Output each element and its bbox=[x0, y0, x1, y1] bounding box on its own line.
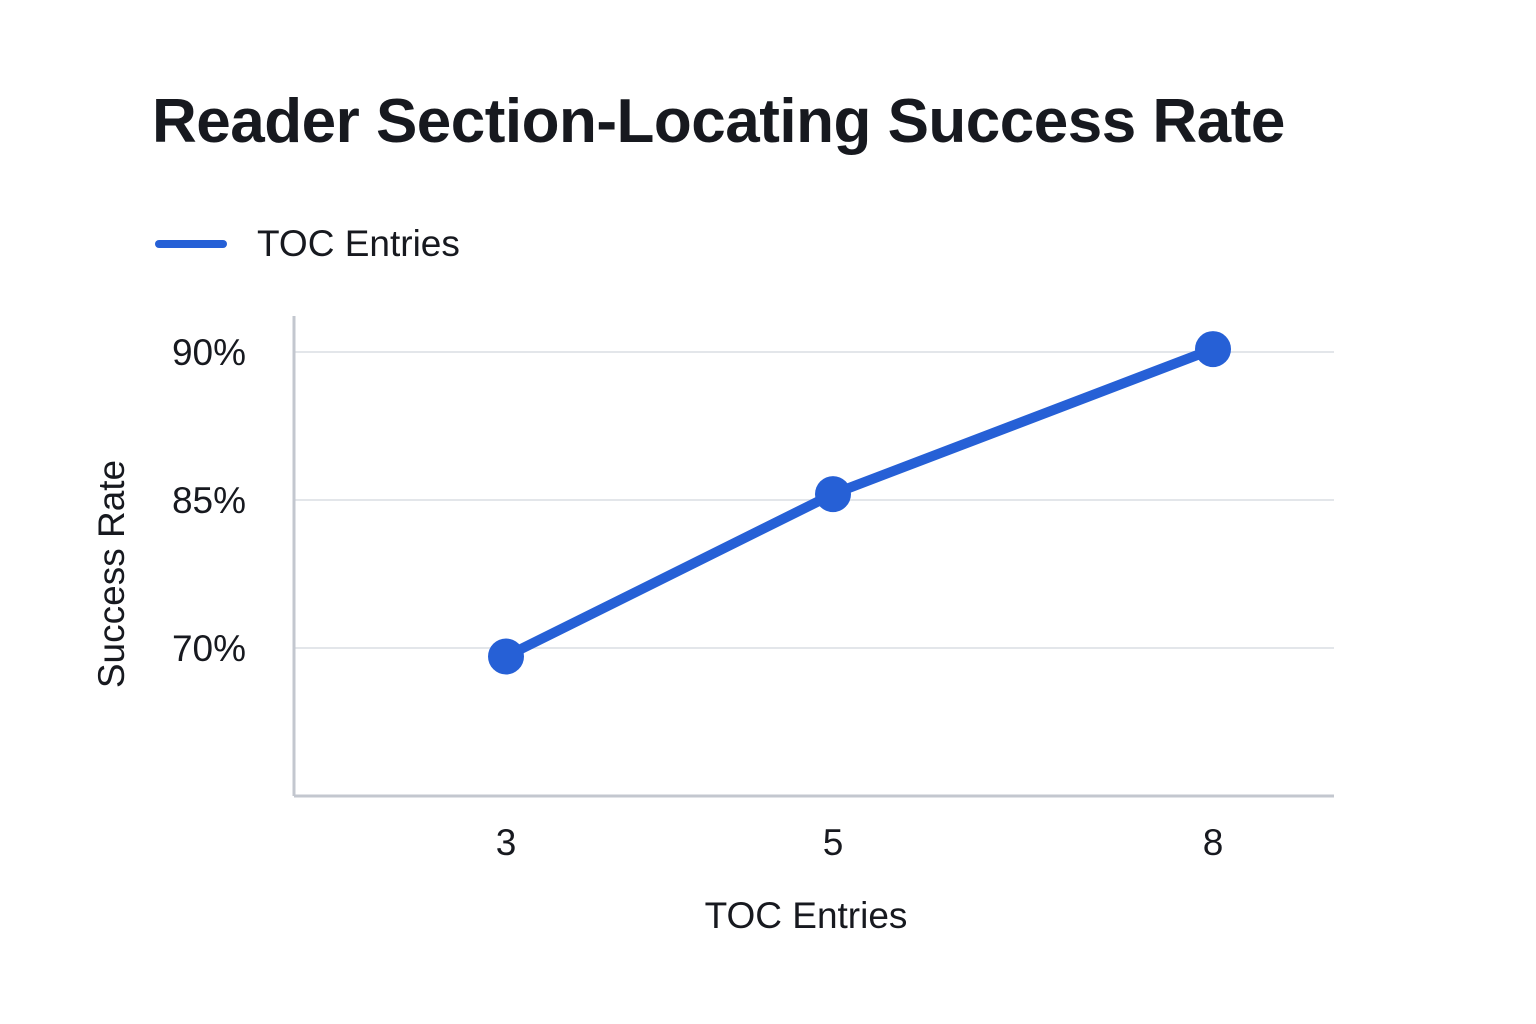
legend-swatch bbox=[155, 240, 227, 248]
legend-label: TOC Entries bbox=[257, 223, 460, 264]
y-axis-title: Success Rate bbox=[91, 460, 132, 688]
x-axis-title: TOC Entries bbox=[705, 895, 908, 936]
legend: TOC Entries bbox=[155, 222, 460, 266]
data-point bbox=[815, 476, 851, 513]
data-point bbox=[1195, 331, 1231, 368]
y-tick-label: 90% bbox=[172, 332, 246, 373]
x-tick-label: 8 bbox=[1203, 822, 1224, 863]
chart-title: Reader Section-Locating Success Rate bbox=[152, 87, 1285, 156]
x-tick-label: 5 bbox=[823, 822, 844, 863]
y-tick-label: 85% bbox=[172, 480, 246, 521]
y-tick-label: 70% bbox=[172, 628, 246, 669]
data-point bbox=[488, 638, 524, 675]
series-line bbox=[501, 344, 1218, 662]
x-tick-label: 3 bbox=[496, 822, 517, 863]
